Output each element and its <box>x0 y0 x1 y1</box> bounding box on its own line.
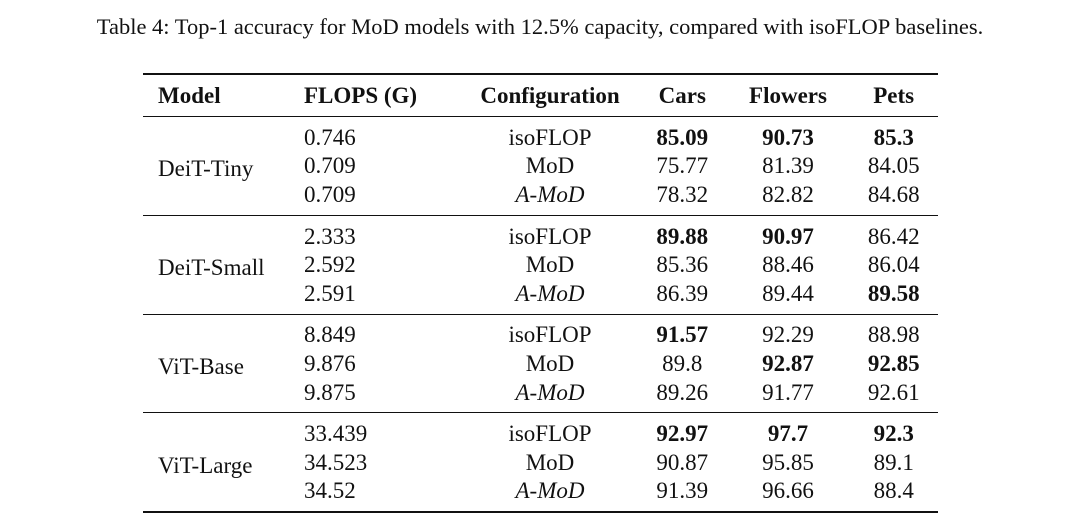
pets-cell: 92.85 <box>867 350 920 376</box>
table-caption: Table 4: Top-1 accuracy for MoD models w… <box>96 14 984 39</box>
table-row: 0.709 MoD 75.77 81.39 84.05 <box>143 152 938 181</box>
flowers-cell: 96.66 <box>762 478 814 504</box>
model-name: ViT-Base <box>158 353 244 379</box>
flowers-cell: 89.44 <box>762 280 814 306</box>
table-row: 0.709 A-MoD 78.32 82.82 84.68 <box>143 180 938 215</box>
flowers-cell: 95.85 <box>762 449 814 475</box>
cars-cell: 85.36 <box>656 252 709 278</box>
header-flops: FLOPS (G) <box>304 82 418 108</box>
config-cell: isoFLOP <box>508 124 592 150</box>
cars-cell: 90.87 <box>656 449 709 475</box>
pets-cell: 88.98 <box>867 322 920 348</box>
flops-cell: 0.709 <box>304 153 356 179</box>
flowers-cell: 92.29 <box>762 322 814 348</box>
cars-cell: 85.09 <box>656 124 709 150</box>
flowers-cell: 90.73 <box>762 124 814 150</box>
config-cell: isoFLOP <box>508 223 592 249</box>
pets-cell: 92.61 <box>867 379 920 405</box>
flops-cell: 0.746 <box>304 124 356 150</box>
header-pets: Pets <box>873 82 915 108</box>
table-row: DeiT-Tiny 0.746 isoFLOP 85.09 90.73 85.3 <box>143 117 938 181</box>
table-row: 34.523 MoD 90.87 95.85 89.1 <box>143 448 938 477</box>
group-vit-large: ViT-Large 33.439 isoFLOP 92.97 97.7 92.3… <box>143 413 938 513</box>
flowers-cell: 82.82 <box>762 181 814 207</box>
pets-cell: 85.3 <box>873 124 914 150</box>
group-deit-small: DeiT-Small 2.333 isoFLOP 89.88 90.97 86.… <box>143 215 938 315</box>
table-row: DeiT-Small 2.333 isoFLOP 89.88 90.97 86.… <box>143 215 938 280</box>
config-cell: A-MoD <box>515 379 585 405</box>
cars-cell: 89.88 <box>656 223 709 249</box>
pets-cell: 86.42 <box>867 223 920 249</box>
flops-cell: 8.849 <box>304 322 356 348</box>
pets-cell: 92.3 <box>873 421 914 447</box>
cars-cell: 89.26 <box>656 379 709 405</box>
table-header: Model FLOPS (G) Configuration Cars Flowe… <box>143 74 938 117</box>
table-row: ViT-Base 8.849 isoFLOP 91.57 92.29 88.98 <box>143 314 938 378</box>
cars-cell: 86.39 <box>656 280 709 306</box>
results-table: Model FLOPS (G) Configuration Cars Flowe… <box>143 73 938 513</box>
table-row: 34.52 A-MoD 91.39 96.66 88.4 <box>143 477 938 513</box>
config-cell: MoD <box>525 449 575 475</box>
config-cell: A-MoD <box>515 280 585 306</box>
flops-cell: 2.592 <box>304 252 356 278</box>
table-row: 2.591 A-MoD 86.39 89.44 89.58 <box>143 279 938 314</box>
flops-cell: 0.709 <box>304 181 356 207</box>
config-cell: MoD <box>525 153 575 179</box>
pets-cell: 84.05 <box>867 153 920 179</box>
flops-cell: 9.876 <box>304 350 356 376</box>
header-model: Model <box>158 82 221 108</box>
pets-cell: 89.1 <box>873 449 914 475</box>
config-cell: MoD <box>525 252 575 278</box>
pets-cell: 84.68 <box>867 181 920 207</box>
cars-cell: 92.97 <box>656 421 709 447</box>
flops-cell: 34.523 <box>304 449 368 475</box>
config-cell: A-MoD <box>515 181 585 207</box>
config-cell: isoFLOP <box>508 322 592 348</box>
cars-cell: 75.77 <box>656 153 709 179</box>
flowers-cell: 97.7 <box>767 421 809 447</box>
flops-cell: 2.333 <box>304 223 356 249</box>
config-cell: isoFLOP <box>508 421 592 447</box>
model-name: DeiT-Tiny <box>158 156 254 182</box>
table-row: 9.875 A-MoD 89.26 91.77 92.61 <box>143 378 938 413</box>
header-configuration: Configuration <box>480 82 620 108</box>
table-row: ViT-Large 33.439 isoFLOP 92.97 97.7 92.3 <box>143 413 938 477</box>
flops-cell: 34.52 <box>304 478 356 504</box>
flowers-cell: 91.77 <box>762 379 814 405</box>
cars-cell: 78.32 <box>656 181 709 207</box>
header-flowers: Flowers <box>749 82 827 108</box>
table-row: 9.876 MoD 89.8 92.87 92.85 <box>143 349 938 378</box>
group-deit-tiny: DeiT-Tiny 0.746 isoFLOP 85.09 90.73 85.3… <box>143 117 938 216</box>
cars-cell: 89.8 <box>662 350 703 376</box>
table-row: 2.592 MoD 85.36 88.46 86.04 <box>143 250 938 279</box>
pets-cell: 89.58 <box>867 280 920 306</box>
model-name: DeiT-Small <box>158 255 265 281</box>
flops-cell: 2.591 <box>304 280 356 306</box>
flowers-cell: 88.46 <box>762 252 814 278</box>
cars-cell: 91.57 <box>656 322 709 348</box>
group-vit-base: ViT-Base 8.849 isoFLOP 91.57 92.29 88.98… <box>143 314 938 413</box>
header-cars: Cars <box>658 82 706 108</box>
model-name: ViT-Large <box>158 452 253 478</box>
cars-cell: 91.39 <box>656 478 709 504</box>
pets-cell: 86.04 <box>867 252 920 278</box>
flowers-cell: 92.87 <box>762 350 814 376</box>
pets-cell: 88.4 <box>873 478 914 504</box>
flowers-cell: 81.39 <box>762 153 814 179</box>
flowers-cell: 90.97 <box>762 223 814 249</box>
config-cell: A-MoD <box>515 478 585 504</box>
flops-cell: 33.439 <box>304 421 368 447</box>
config-cell: MoD <box>525 350 575 376</box>
flops-cell: 9.875 <box>304 379 356 405</box>
header-row: Model FLOPS (G) Configuration Cars Flowe… <box>143 74 938 117</box>
